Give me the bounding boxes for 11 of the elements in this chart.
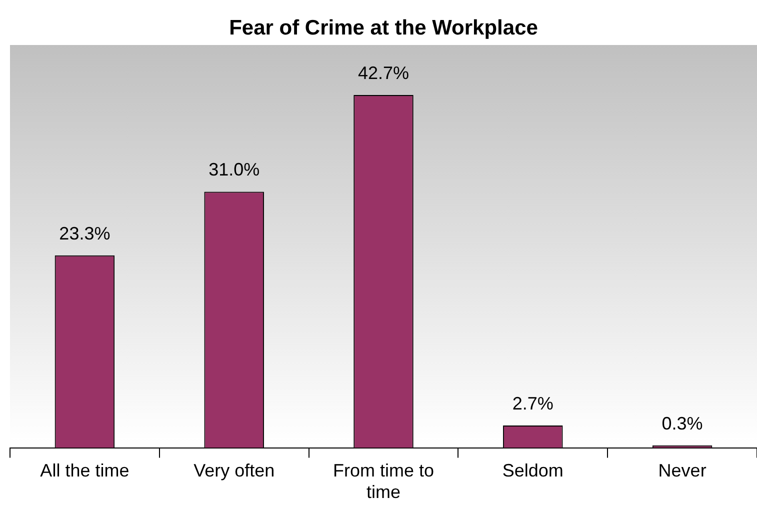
x-tick-label: Seldom xyxy=(502,460,564,481)
data-label: 31.0% xyxy=(208,160,260,180)
x-tick-label: From time to time xyxy=(332,460,434,502)
data-label: 42.7% xyxy=(358,63,410,84)
data-label: 23.3% xyxy=(59,223,110,244)
data-label: 0.3% xyxy=(662,413,703,434)
x-tick-label: All the time xyxy=(40,460,130,481)
data-label: 2.7% xyxy=(512,393,554,414)
x-tick-label: Never xyxy=(658,460,706,481)
x-tick-label: Very often xyxy=(194,460,275,481)
chart-title: Fear of Crime at the Workplace xyxy=(229,16,538,40)
